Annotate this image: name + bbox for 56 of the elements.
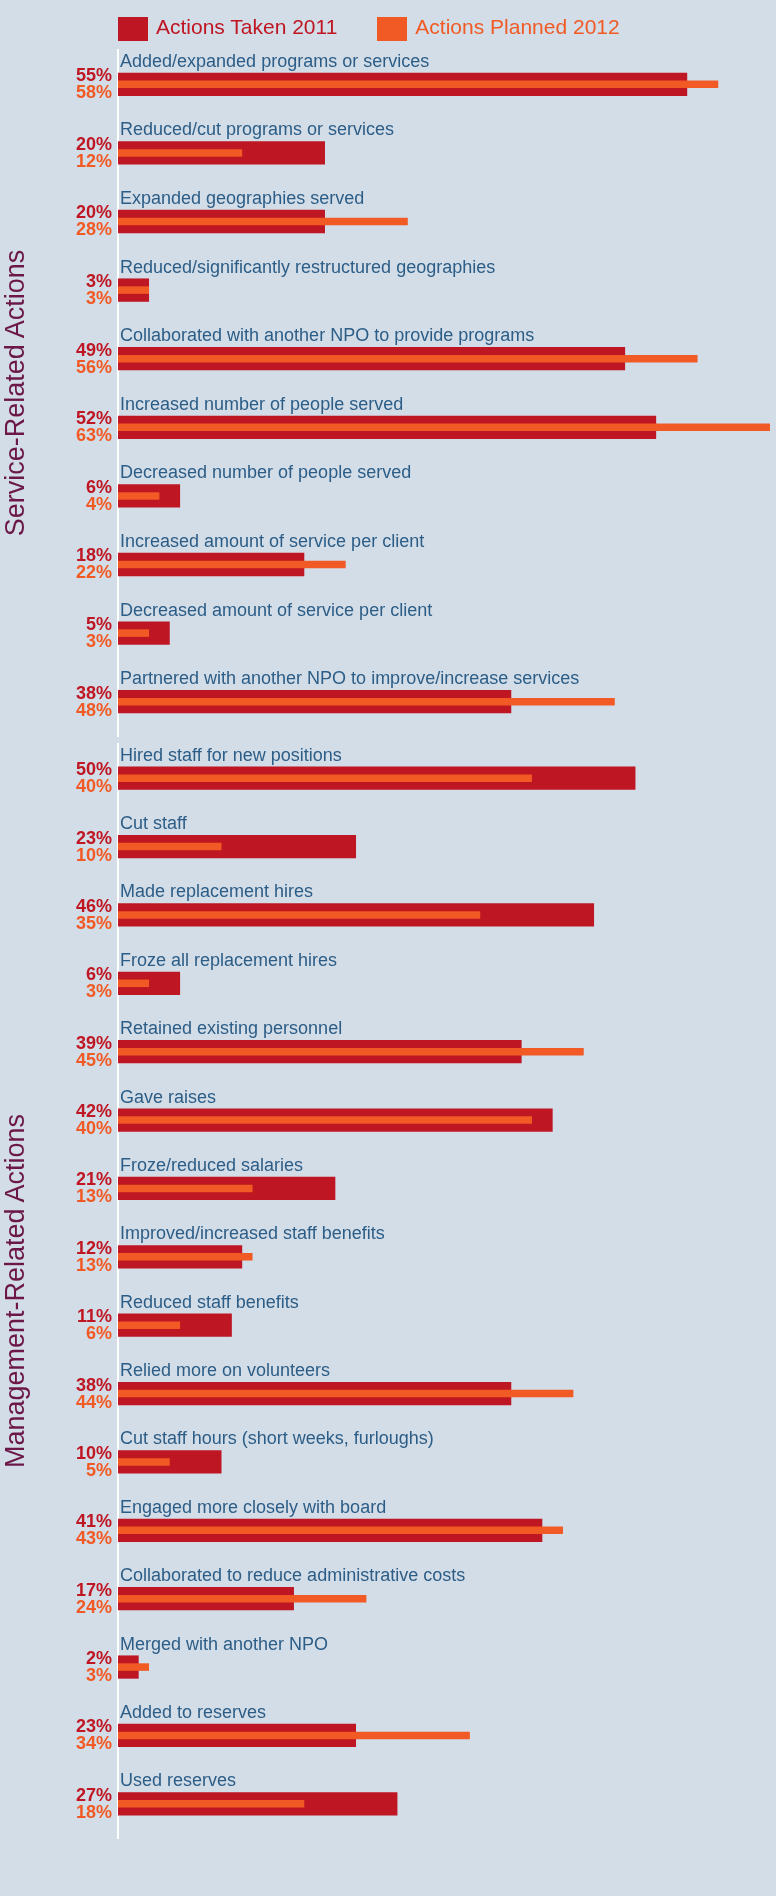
bar: [118, 1253, 253, 1261]
y-tick-label: Froze all replacement hires: [120, 949, 338, 970]
y-tick-label: Froze/reduced salaries: [120, 1154, 304, 1175]
y-tick-label: Increased amount of service per client: [120, 530, 425, 551]
y-tick-label: Gave raises: [120, 1086, 217, 1107]
bar: [118, 1389, 574, 1398]
y-tick-label: Expanded geographies served: [120, 187, 365, 208]
bar: [118, 774, 532, 782]
bar: [118, 1663, 150, 1671]
bar: [118, 1047, 584, 1056]
bar: [118, 629, 150, 637]
y-tick-label: Added/expanded programs or services: [120, 50, 430, 71]
bar: [118, 149, 243, 157]
bar: [118, 842, 222, 851]
y-tick-label: Cut staff hours (short weeks, furloughs): [120, 1428, 434, 1449]
legend-label: Actions Taken 2011: [155, 15, 338, 41]
bar: [118, 423, 770, 432]
y-tick-label: Collaborated to reduce administrative costs: [120, 1565, 466, 1586]
bar: [118, 560, 346, 569]
bar: [118, 1184, 253, 1193]
bar: [118, 1116, 532, 1124]
y-tick-label: Added to reserves: [120, 1701, 267, 1722]
y-tick-label: Hired staff for new positions: [120, 744, 342, 765]
y-tick-label: Relied more on volunteers: [120, 1360, 331, 1380]
y-tick-label: Cut staff: [120, 813, 188, 833]
y-tick-label: Merged with another NPO: [120, 1633, 329, 1654]
bar: [118, 697, 615, 706]
y-axis-title: Management-Related Actions: [0, 1113, 30, 1469]
y-tick-label: Retained existing personnel: [120, 1018, 343, 1039]
y-tick-label: Used reserves: [120, 1770, 237, 1791]
bar: [118, 979, 150, 988]
bar: [118, 1594, 367, 1603]
y-tick-label: Reduced/cut programs or services: [120, 119, 395, 140]
bar: [118, 1800, 305, 1808]
bar: [118, 1458, 170, 1466]
y-tick-label: Improved/increased staff benefits: [120, 1223, 385, 1244]
y-tick-label: Engaged more closely with board: [120, 1496, 387, 1517]
legend-label: Actions Planned 2012: [414, 15, 620, 41]
y-tick-label: Increased number of people served: [120, 393, 404, 414]
bar: [118, 1321, 181, 1329]
bar: [118, 1731, 470, 1740]
bar: [118, 286, 150, 294]
y-tick-label: Made replacement hires: [120, 881, 314, 902]
bar: [118, 492, 160, 500]
bar: [118, 80, 719, 89]
y-tick-label: Collaborated with another NPO to provide programs: [120, 325, 535, 346]
y-axis-title: Service-Related Actions: [0, 249, 30, 537]
bar: [118, 217, 408, 226]
bar: [118, 911, 481, 919]
bar: [118, 354, 698, 363]
y-tick-label: Reduced/significantly restructured geographies: [120, 256, 496, 277]
y-tick-label: Decreased amount of service per client: [120, 599, 433, 620]
y-tick-label: Reduced staff benefits: [120, 1291, 299, 1312]
y-tick-label: Partnered with another NPO to improve/increase services: [120, 668, 580, 689]
y-tick-label: Decreased number of people served: [120, 462, 412, 483]
bar: [118, 1526, 564, 1535]
